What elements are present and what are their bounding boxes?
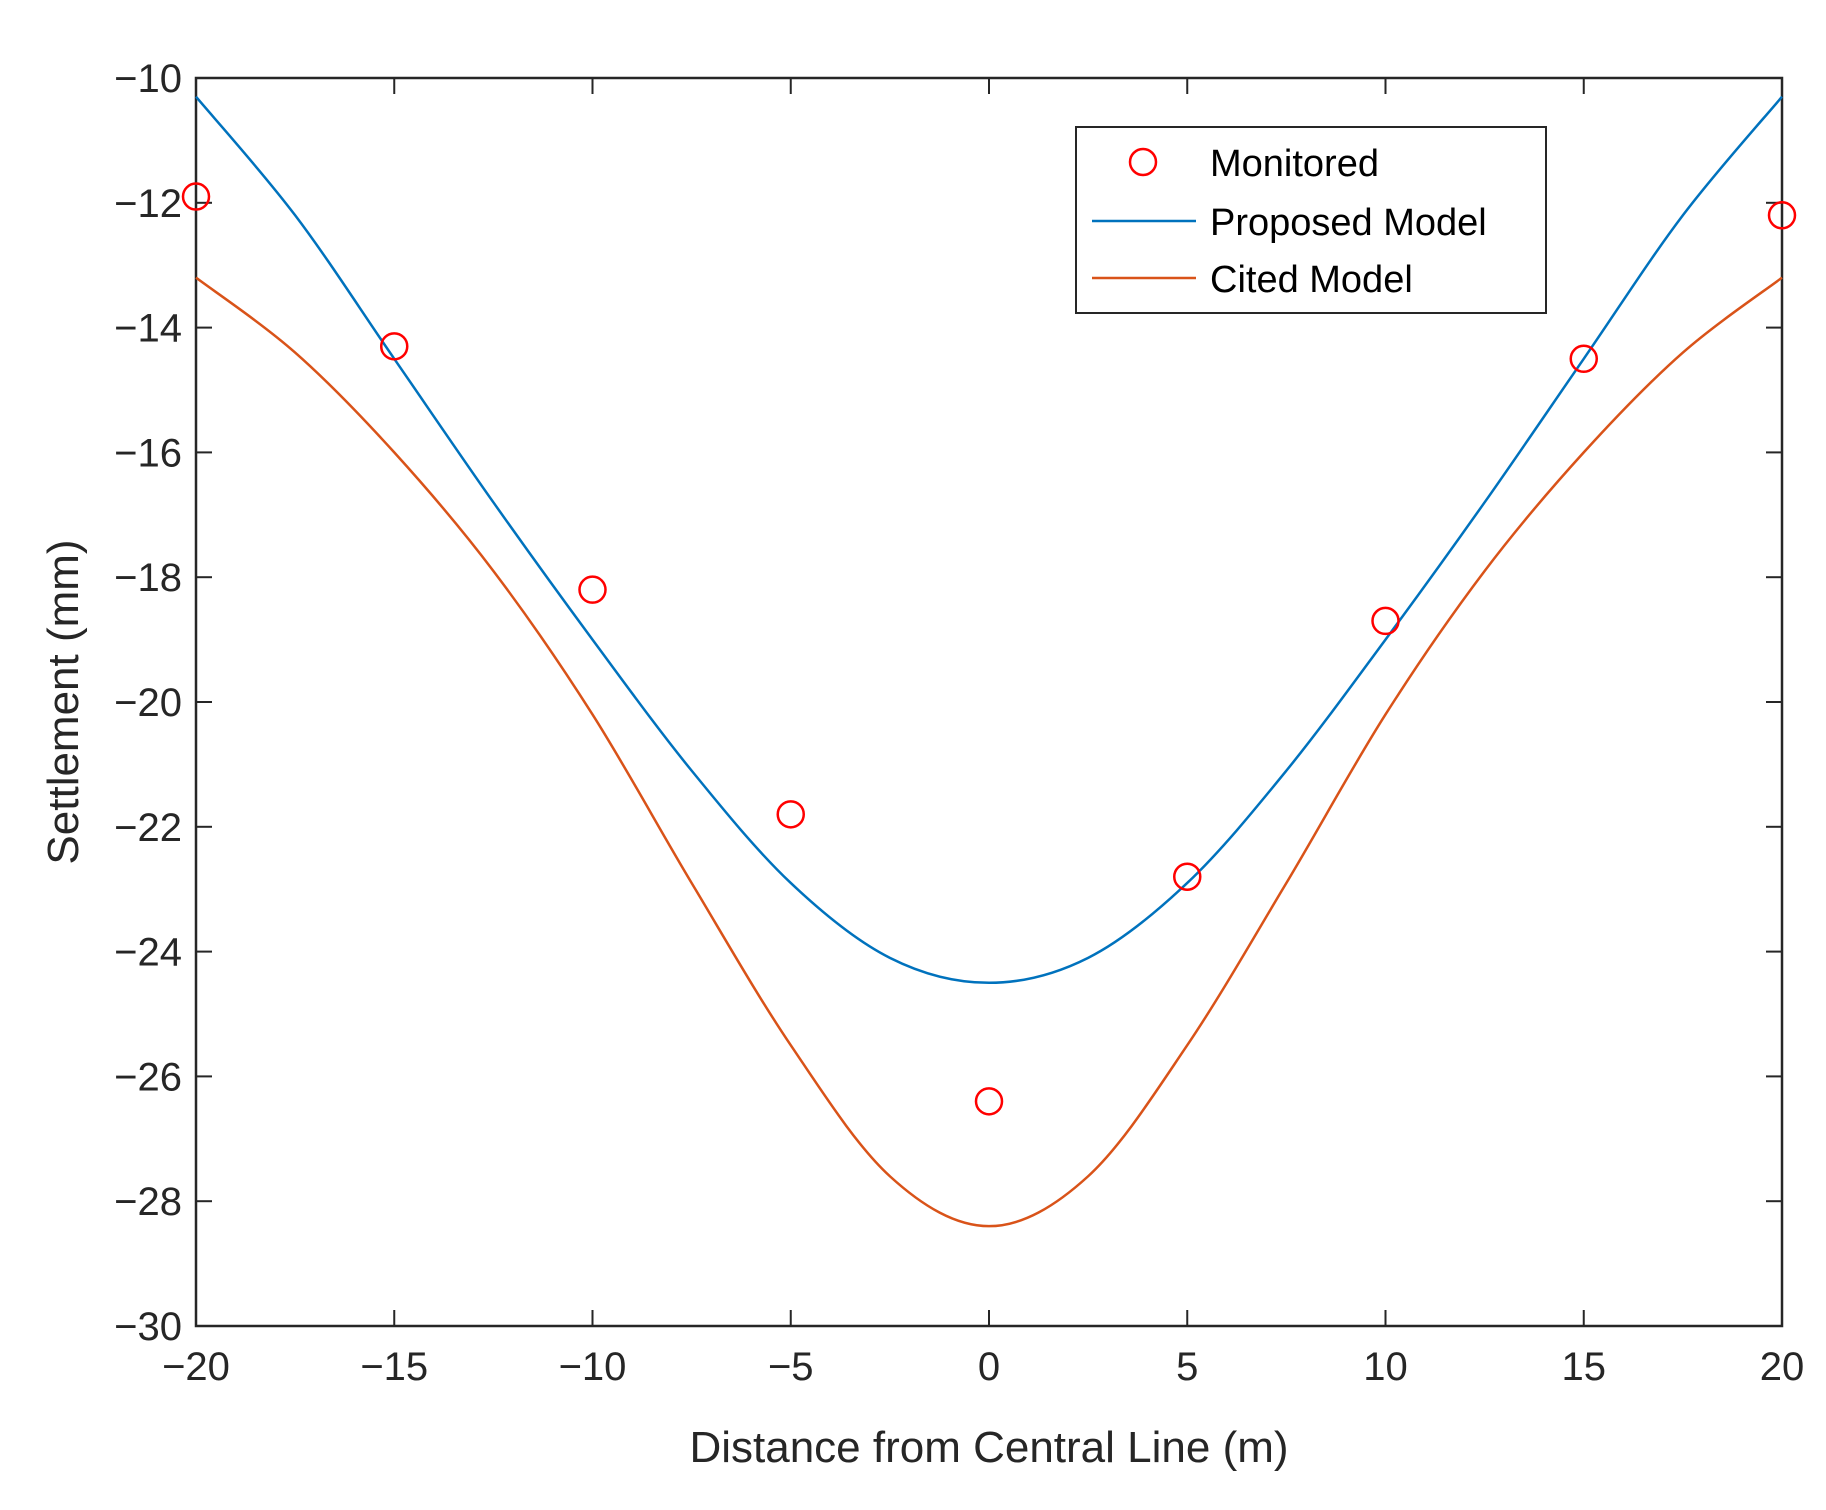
y-tick-label: −30 xyxy=(114,1305,182,1349)
y-tick-label: −26 xyxy=(114,1055,182,1099)
y-tick-label: −16 xyxy=(114,431,182,475)
legend-marker-monitored xyxy=(1128,147,1158,177)
x-tick-label: 15 xyxy=(1562,1345,1607,1389)
x-tick-label: 0 xyxy=(978,1345,1000,1389)
series-layer xyxy=(181,95,1797,1228)
legend-label-monitored: Monitored xyxy=(1210,143,1379,185)
x-tick-label: 5 xyxy=(1176,1345,1198,1389)
x-tick-label: −5 xyxy=(768,1345,814,1389)
ticks-layer: −20 −15 −10 −5 0 5 10 15 20 −10 −12 −14 −16 −18 −20 −22… xyxy=(114,57,1804,1389)
x-tick-label: −10 xyxy=(559,1345,627,1389)
x-tick-label: 10 xyxy=(1363,1345,1408,1389)
legend-label-proposed: Proposed Model xyxy=(1210,202,1487,244)
y-axis-label: Settlement (mm) xyxy=(39,539,88,864)
x-tick-label: −15 xyxy=(360,1345,428,1389)
y-tick-label: −24 xyxy=(114,931,182,975)
monitored-point xyxy=(380,332,409,361)
proposed-model-line xyxy=(195,95,1783,985)
monitored-point xyxy=(776,800,805,829)
legend: Monitored Proposed Model Cited Model xyxy=(1075,126,1547,314)
y-tick-label: −10 xyxy=(114,57,182,101)
monitored-point xyxy=(1767,201,1797,230)
monitored-point xyxy=(1569,344,1598,374)
monitored-point xyxy=(974,1087,1004,1116)
legend-label-cited: Cited Model xyxy=(1210,259,1413,301)
y-tick-label: −14 xyxy=(114,307,182,351)
x-tick-label: −20 xyxy=(162,1345,230,1389)
monitored-point xyxy=(1371,606,1400,636)
x-axis-label: Distance from Central Line (m) xyxy=(689,1423,1288,1472)
y-tick-label: −18 xyxy=(114,556,182,600)
y-tick-label: −12 xyxy=(114,182,182,226)
cited-model-line xyxy=(195,276,1783,1228)
monitored-point xyxy=(1173,862,1202,891)
y-tick-label: −28 xyxy=(114,1180,182,1224)
monitored-point xyxy=(578,575,607,604)
y-tick-label: −22 xyxy=(114,806,182,850)
monitored-point xyxy=(181,182,211,211)
x-tick-label: 20 xyxy=(1760,1345,1805,1389)
y-tick-label: −20 xyxy=(114,681,182,725)
